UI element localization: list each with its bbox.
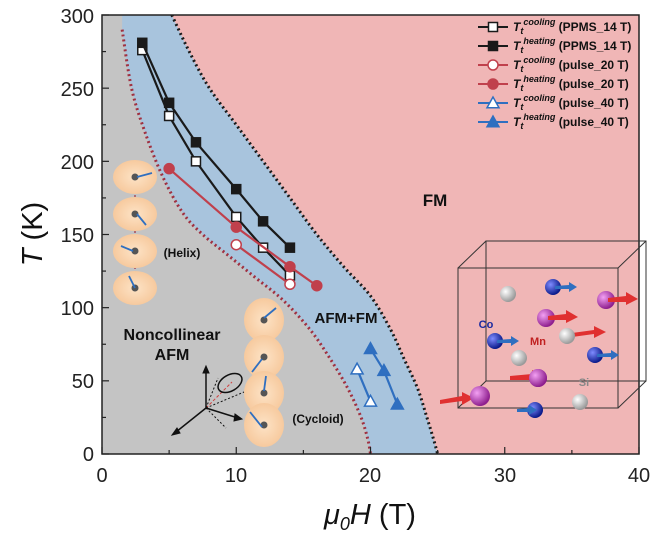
series-line bbox=[168, 167, 318, 287]
legend-item: Ttheating (pulse_20 T) bbox=[478, 74, 629, 93]
data-point bbox=[231, 211, 242, 223]
legend-label: Ttheating (pulse_40 T) bbox=[513, 112, 629, 131]
data-point bbox=[163, 110, 175, 122]
spin-cone-sketch bbox=[170, 364, 245, 436]
data-point bbox=[190, 137, 202, 148]
data-point bbox=[485, 95, 501, 109]
x-tick-label: 0 bbox=[96, 465, 107, 487]
data-point bbox=[363, 393, 378, 407]
x-tick-labels: 0 10 20 30 40 bbox=[96, 465, 650, 487]
cycloid-label: (Cycloid) bbox=[292, 412, 343, 426]
fm-region-label: FM bbox=[423, 191, 448, 210]
legend-label: Ttheating (PPMS_14 T) bbox=[513, 36, 631, 55]
y-tick-label: 100 bbox=[61, 298, 94, 320]
data-point bbox=[376, 363, 392, 377]
data-point bbox=[311, 279, 323, 292]
data-point bbox=[230, 221, 242, 233]
afm-label: AFM bbox=[155, 347, 190, 364]
series-line bbox=[235, 243, 291, 286]
legend-label: Ttcooling (PPMS_14 T) bbox=[513, 17, 631, 36]
legend-item: Ttcooling (pulse_40 T) bbox=[478, 93, 629, 112]
si-label: Si bbox=[579, 377, 589, 389]
series-3 bbox=[163, 162, 323, 292]
data-point bbox=[363, 341, 378, 355]
upper-phase-boundary bbox=[170, 15, 440, 454]
data-point bbox=[487, 78, 499, 90]
helix-label: (Helix) bbox=[164, 246, 201, 260]
y-tick-label: 50 bbox=[72, 371, 94, 393]
data-point bbox=[487, 21, 499, 33]
legend-label: Ttcooling (pulse_40 T) bbox=[513, 93, 629, 112]
y-tick-label: 250 bbox=[61, 79, 94, 101]
data-point bbox=[485, 114, 501, 128]
data-point bbox=[257, 216, 269, 227]
data-point bbox=[284, 260, 296, 273]
x-tick-label: 20 bbox=[359, 465, 381, 487]
y-axis-label: T (K) bbox=[17, 202, 49, 266]
legend-item: Ttheating (pulse_40 T) bbox=[478, 112, 629, 131]
data-point bbox=[230, 238, 242, 251]
legend-item: Ttcooling (pulse_20 T) bbox=[478, 55, 629, 74]
crystal-structure-inset: Co Mn Si bbox=[440, 240, 647, 418]
data-point bbox=[163, 97, 175, 109]
data-point bbox=[284, 242, 296, 253]
legend-item: Ttheating (PPMS_14 T) bbox=[478, 36, 631, 55]
data-point bbox=[284, 278, 296, 291]
afm-fm-region-label: AFM+FM bbox=[315, 310, 378, 327]
y-tick-labels: 0 50 100 150 200 250 300 bbox=[61, 6, 94, 466]
legend-label: Ttcooling (pulse_20 T) bbox=[513, 55, 629, 74]
series-2 bbox=[230, 238, 296, 291]
y-tick-label: 200 bbox=[61, 152, 94, 174]
y-tick-label: 150 bbox=[61, 225, 94, 247]
data-point bbox=[190, 156, 202, 167]
legend: Ttcooling (PPMS_14 T)Ttheating (PPMS_14 … bbox=[478, 17, 631, 131]
y-tick-label: 0 bbox=[83, 444, 94, 466]
y-tick-label: 300 bbox=[61, 6, 94, 28]
x-tick-label: 40 bbox=[628, 465, 650, 487]
x-axis-label: μ0H (T) bbox=[323, 499, 416, 533]
cycloid-spin-illustration bbox=[244, 298, 284, 447]
legend-item: Ttcooling (PPMS_14 T) bbox=[478, 17, 631, 36]
data-point bbox=[390, 396, 405, 410]
helix-spin-illustration bbox=[113, 160, 157, 305]
data-point bbox=[487, 40, 499, 52]
series-4 bbox=[349, 361, 378, 407]
legend-label: Ttheating (pulse_20 T) bbox=[513, 74, 629, 93]
data-point bbox=[349, 361, 365, 375]
data-point bbox=[137, 37, 148, 49]
series-1 bbox=[137, 37, 296, 253]
noncollinear-afm-region bbox=[102, 15, 371, 454]
data-point bbox=[231, 183, 242, 195]
lower-phase-boundary bbox=[120, 29, 372, 454]
noncollinear-label: Noncollinear bbox=[124, 327, 221, 344]
co-label: Co bbox=[479, 319, 494, 331]
mn-label: Mn bbox=[530, 336, 546, 348]
x-tick-label: 10 bbox=[225, 465, 247, 487]
series-5 bbox=[363, 341, 405, 410]
data-point bbox=[487, 59, 499, 71]
axis-ticks bbox=[101, 14, 640, 455]
x-tick-label: 30 bbox=[494, 465, 516, 487]
series-layer bbox=[137, 37, 405, 410]
data-point bbox=[163, 162, 175, 175]
